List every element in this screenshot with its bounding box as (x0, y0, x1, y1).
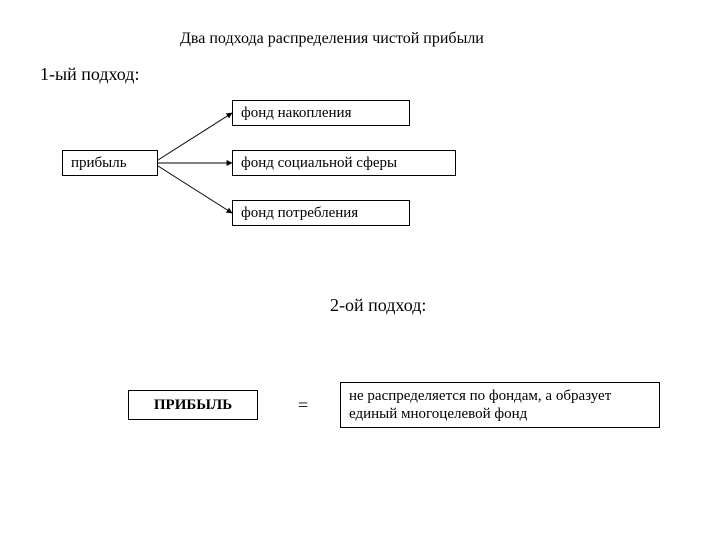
equals-sign: = (298, 395, 308, 416)
approach1-target-box: фонд социальной сферы (232, 150, 456, 176)
approach1-source-label: прибыль (71, 155, 127, 172)
approach1-target-label: фонд социальной сферы (241, 155, 397, 172)
arrow-edge (158, 113, 232, 160)
approach2-source-box: ПРИБЫЛЬ (128, 390, 258, 420)
page-title: Два подхода распределения чистой прибыли (180, 30, 484, 48)
approach1-target-label: фонд потребления (241, 205, 358, 222)
approach2-heading: 2-ой подход: (330, 295, 426, 316)
approach1-target-box: фонд потребления (232, 200, 410, 226)
approach1-heading: 1-ый подход: (40, 64, 139, 85)
approach1-target-label: фонд накопления (241, 105, 351, 122)
approach1-source-box: прибыль (62, 150, 158, 176)
arrow-edge (158, 166, 232, 213)
approach2-result-box: не распределяется по фондам, а образует … (340, 382, 660, 428)
approach2-source-label: ПРИБЫЛЬ (137, 397, 249, 414)
diagram-canvas: Два подхода распределения чистой прибыли… (0, 0, 720, 540)
approach1-target-box: фонд накопления (232, 100, 410, 126)
approach2-result-label: не распределяется по фондам, а образует … (349, 387, 651, 423)
